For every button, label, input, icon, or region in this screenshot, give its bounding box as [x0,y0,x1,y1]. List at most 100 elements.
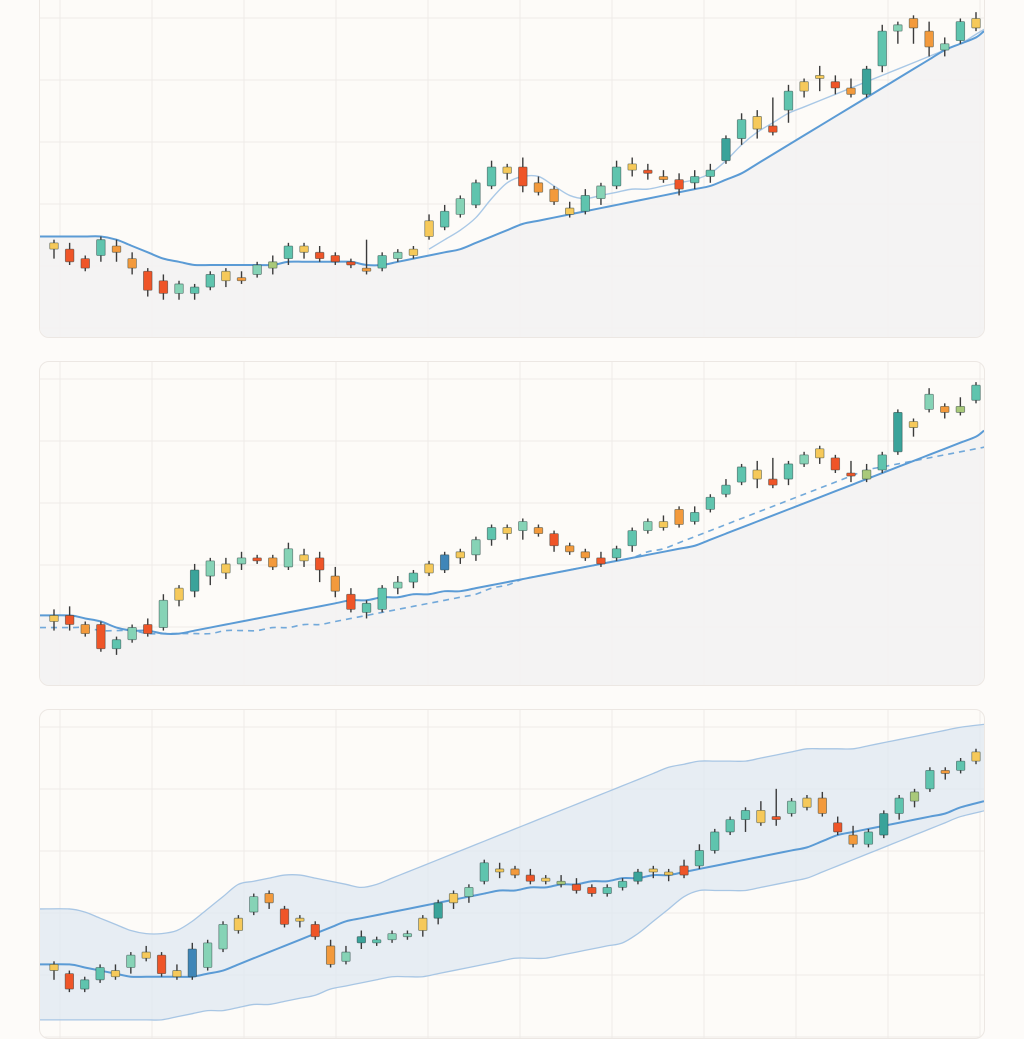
candle [218,921,228,953]
candle [372,936,382,946]
candle [736,113,747,145]
candle [341,945,351,965]
candle [602,884,612,897]
candle [439,551,450,574]
candle [464,884,474,903]
candle [783,84,794,123]
candle [127,624,137,643]
candle [940,767,950,780]
candle [771,788,781,826]
candle [518,518,528,540]
candle [580,548,591,561]
candle [955,18,966,44]
candle [205,271,215,291]
candle [971,748,981,765]
candle [408,246,419,259]
candle [908,15,919,44]
candle [863,828,874,848]
candle [725,816,735,836]
candle [587,884,597,897]
candle [721,479,731,498]
ma-line [40,800,984,978]
candle [172,964,182,980]
candle [448,890,459,909]
chart-panel-2 [39,361,985,686]
chart-panel-3 [39,709,985,1039]
candle [189,283,200,300]
candle [49,239,59,259]
candle [141,945,151,962]
candle [111,239,122,262]
candle [495,862,505,879]
band-lower-line [40,810,984,1021]
candle [264,890,274,909]
candle [80,255,90,272]
candle [203,939,213,971]
candle [236,551,247,570]
candle [455,548,466,564]
candle [283,242,294,265]
candle [156,952,167,977]
candle [924,21,934,57]
candle [815,65,825,92]
candle [361,600,372,619]
candle [64,970,74,993]
candle [471,536,481,561]
candles [49,12,981,300]
candle [924,388,934,413]
candle [925,767,935,792]
candle [143,268,153,297]
candle [424,214,434,240]
candle [596,551,606,567]
candle [408,569,419,589]
candle [894,795,904,820]
candle [252,261,262,278]
candle [314,246,325,262]
candle [455,195,466,218]
candle [111,636,122,655]
candle [633,868,643,885]
candle [502,524,512,540]
candle [64,242,75,265]
candle [268,255,278,275]
candlestick-chart-3 [40,710,984,1038]
candle [736,463,747,486]
candle [310,921,320,940]
candle [252,554,262,564]
candle [648,865,658,879]
candle [564,542,575,555]
candle [96,621,106,652]
candle [233,915,244,934]
candle [549,185,559,205]
candle [971,382,981,404]
candle [95,964,105,983]
candle [879,810,889,839]
candle [556,875,566,888]
candle [611,545,622,561]
ma-line [40,429,984,635]
candle [756,801,766,826]
candle [627,527,637,552]
candle [387,930,397,943]
candle [541,875,551,885]
candle [752,110,762,139]
candle [705,494,716,513]
candle [510,865,520,879]
candle [971,12,981,32]
candle [80,621,90,637]
candle [893,409,903,455]
candle [299,242,309,259]
candle [356,930,366,949]
candle [110,964,121,980]
candle [486,160,497,190]
candle [346,258,356,269]
candle [479,859,489,885]
candle [424,560,434,577]
candle [236,271,247,284]
candle [627,157,637,177]
candle [502,163,512,180]
candle [940,403,950,419]
candle [710,828,720,854]
candle [187,942,197,980]
candle [830,454,841,474]
